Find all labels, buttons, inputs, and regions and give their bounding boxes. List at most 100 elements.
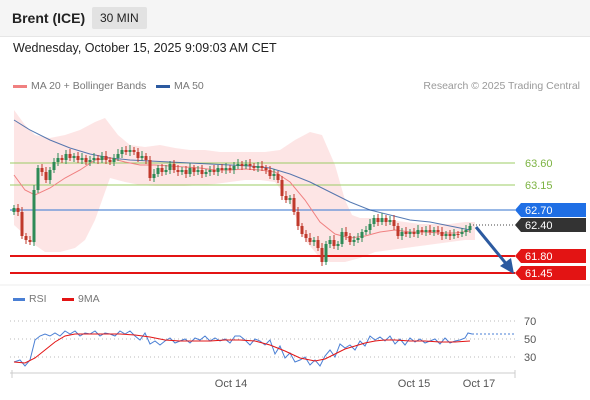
candle-body <box>444 234 448 236</box>
candle-body <box>376 218 380 222</box>
candle-body <box>52 162 56 170</box>
rsi-9ma-line <box>13 333 471 364</box>
candle-body <box>192 168 196 172</box>
candle-body <box>172 164 176 170</box>
candle-body <box>324 244 328 262</box>
candle-body <box>136 152 140 158</box>
candle-body <box>60 158 64 160</box>
candle-body <box>392 220 396 226</box>
candle-body <box>452 234 456 236</box>
candle-body <box>196 170 200 172</box>
bollinger-band <box>14 110 475 262</box>
candle-body <box>12 208 16 212</box>
candle-body <box>224 168 228 170</box>
candle-body <box>152 174 156 178</box>
candle-body <box>440 232 444 236</box>
ma50-swatch <box>156 84 170 88</box>
chart-datetime: Wednesday, October 15, 2025 9:09:03 AM C… <box>13 41 277 55</box>
x-axis-label-oct14: Oct 14 <box>215 378 247 390</box>
candle-body <box>24 236 28 240</box>
candle-body <box>108 160 112 162</box>
ma20-label: MA 20 + Bollinger Bands <box>31 80 147 92</box>
candle-body <box>180 170 184 172</box>
candle-body <box>100 156 104 160</box>
candle-body <box>284 196 288 200</box>
candle-body <box>132 150 136 152</box>
candle-body <box>432 230 436 232</box>
candle-body <box>240 164 244 166</box>
candle-body <box>148 160 152 178</box>
support-1-label: 61.80 <box>525 251 553 263</box>
rsi-swatch <box>13 297 25 301</box>
candle-body <box>260 166 264 168</box>
support-1-tag: 61.80 <box>515 249 586 263</box>
candle-body <box>120 150 124 154</box>
candle-body <box>92 158 96 160</box>
candle-body <box>304 234 308 238</box>
candle-body <box>460 232 464 234</box>
legend-rsi: RSI <box>13 293 47 305</box>
candle-body <box>416 230 420 234</box>
rsi-axis-50: 50 <box>524 334 536 346</box>
last-price-label: 62.40 <box>525 220 553 232</box>
candle-body <box>424 230 428 232</box>
candle-body <box>48 170 52 180</box>
ma50-line <box>13 119 471 231</box>
candle-body <box>316 240 320 248</box>
candle-body <box>84 158 88 162</box>
candle-body <box>88 160 92 162</box>
candle-body <box>28 240 32 242</box>
candle-body <box>204 172 208 174</box>
candle-body <box>32 190 36 242</box>
candle-body <box>236 164 240 166</box>
candle-body <box>384 218 388 222</box>
candle-body <box>332 240 336 246</box>
support-2-tag: 61.45 <box>515 266 586 280</box>
ma50-label: MA 50 <box>174 80 204 92</box>
candle-body <box>344 232 348 236</box>
x-axis-label-oct17: Oct 17 <box>463 378 495 390</box>
candle-body <box>160 168 164 172</box>
candle-body <box>228 168 232 170</box>
last-price-tag: 62.40 <box>515 218 586 232</box>
candle-body <box>256 166 260 168</box>
instrument-title: Brent (ICE) <box>12 10 86 26</box>
candle-body <box>408 232 412 234</box>
legend-9ma: 9MA <box>62 293 100 305</box>
candle-body <box>364 230 368 232</box>
legend-ma20: MA 20 + Bollinger Bands <box>13 80 146 92</box>
candle-body <box>244 164 248 166</box>
candle-body <box>368 224 372 230</box>
chart-header: Brent (ICE) 30 MIN <box>0 0 590 37</box>
candle-body <box>200 170 204 174</box>
candle-body <box>348 236 352 242</box>
pivot-tag: 62.70 <box>515 203 586 217</box>
candle-body <box>252 166 256 168</box>
ma20-line <box>13 157 471 239</box>
candle-body <box>80 158 84 160</box>
candle-body <box>128 150 132 152</box>
candle-body <box>184 170 188 174</box>
candle-body <box>412 232 416 234</box>
candle-body <box>188 168 192 174</box>
candle-body <box>288 198 292 200</box>
candle-body <box>264 168 268 170</box>
interval-button[interactable]: 30 MIN <box>92 7 147 29</box>
rsi-axis-70: 70 <box>524 316 536 328</box>
candle-body <box>336 244 340 246</box>
candle-body <box>168 164 172 170</box>
candle-body <box>356 238 360 240</box>
candle-body <box>216 168 220 172</box>
candle-body <box>156 168 160 174</box>
forecast-arrow-line <box>474 226 510 267</box>
candle-body <box>116 154 120 158</box>
research-credit: Research © 2025 Trading Central <box>423 80 580 92</box>
candle-body <box>308 238 312 242</box>
candle-body <box>272 174 276 176</box>
candle-body <box>212 170 216 172</box>
candle-body <box>36 168 40 190</box>
resistance-2-tag: 63.60 <box>525 158 553 170</box>
candle-body <box>420 230 424 232</box>
candle-body <box>248 164 252 166</box>
